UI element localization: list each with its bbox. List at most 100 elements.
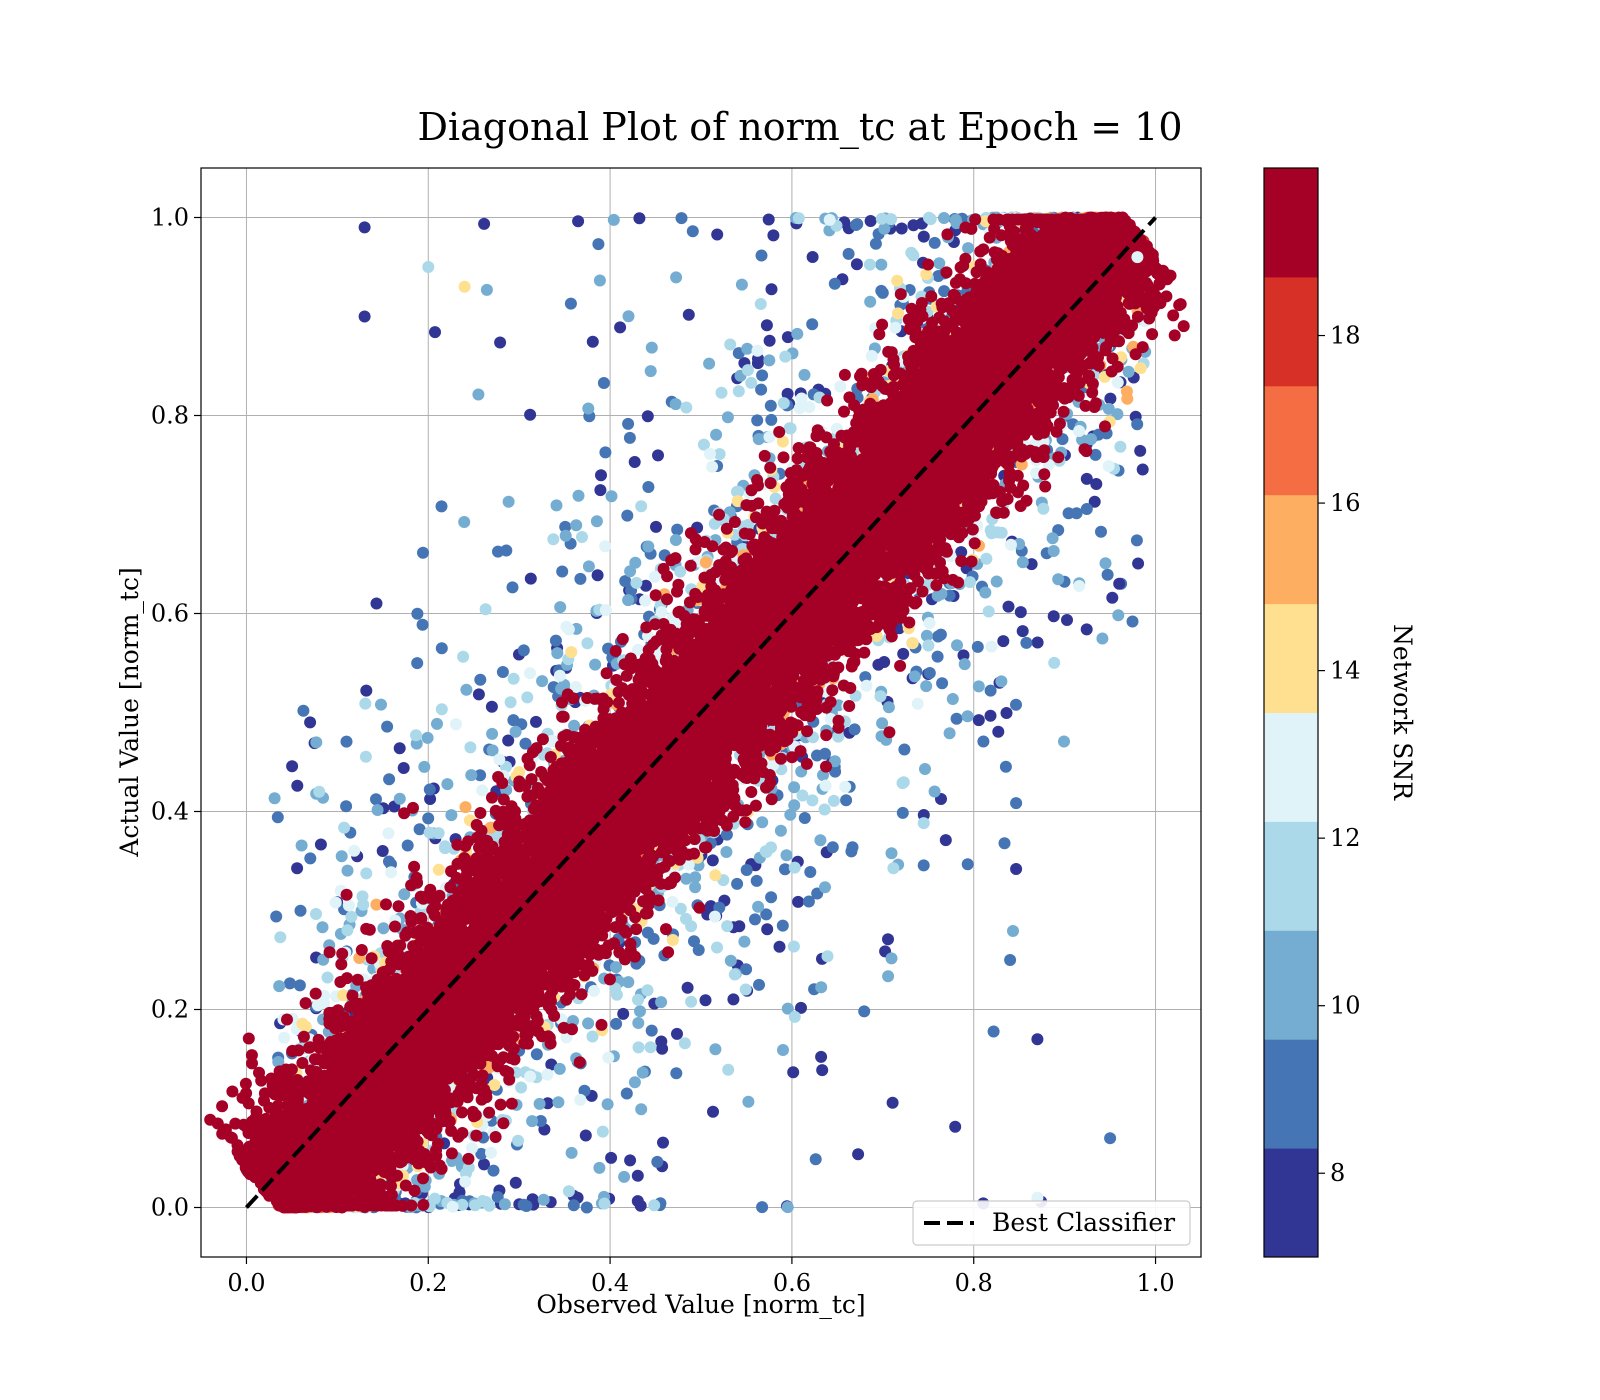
scatter-point xyxy=(689,881,702,894)
scatter-point xyxy=(635,500,648,513)
scatter-point xyxy=(742,1095,755,1108)
scatter-point xyxy=(892,307,904,320)
scatter-point xyxy=(1037,502,1050,515)
scatter-point xyxy=(745,376,758,389)
scatter-point xyxy=(781,1002,794,1015)
scatter-point xyxy=(450,718,462,731)
scatter-point xyxy=(763,354,776,367)
scatter-point xyxy=(581,637,594,650)
scatter-point xyxy=(411,607,424,620)
scatter-point xyxy=(1121,392,1134,405)
scatter-point xyxy=(559,520,572,533)
scatter-point xyxy=(628,1076,641,1089)
scatter-point xyxy=(1007,925,1019,937)
scatter-point xyxy=(601,1098,614,1111)
scatter-point xyxy=(278,1031,291,1044)
scatter-point xyxy=(621,509,634,522)
scatter-point xyxy=(776,919,789,932)
scatter-point xyxy=(946,693,959,705)
scatter-point xyxy=(860,679,873,692)
scatter-point xyxy=(517,1198,530,1211)
scatter-point xyxy=(614,321,627,334)
scatter-point xyxy=(370,793,382,806)
scatter-point xyxy=(622,417,635,430)
scatter-point xyxy=(335,850,348,863)
scatter-point xyxy=(713,901,726,914)
scatter-point xyxy=(685,995,698,1008)
scatter-point xyxy=(639,594,652,607)
scatter-point xyxy=(268,792,281,805)
scatter-point xyxy=(524,1070,537,1083)
scatter-point xyxy=(572,215,585,228)
scatter-point xyxy=(765,841,777,854)
scatter-point xyxy=(987,1025,1000,1038)
scatter-point xyxy=(958,658,971,671)
scatter-point xyxy=(922,639,935,652)
scatter-point xyxy=(537,1193,550,1206)
scatter-point xyxy=(295,839,308,852)
scatter-point xyxy=(819,881,831,894)
scatter-point xyxy=(840,794,853,807)
scatter-point xyxy=(699,556,712,569)
scatter-point xyxy=(1016,556,1029,569)
scatter-point xyxy=(1080,623,1093,636)
scatter-point xyxy=(274,931,287,944)
scatter-point xyxy=(417,546,429,559)
scatter-point xyxy=(1016,625,1029,638)
scatter-point xyxy=(827,794,840,807)
scatter-point xyxy=(852,1148,865,1161)
scatter-point xyxy=(750,874,763,887)
scatter-point xyxy=(657,1136,669,1149)
scatter-point xyxy=(982,605,995,618)
scatter-point xyxy=(310,908,322,920)
scatter-point xyxy=(445,809,458,822)
scatter-point xyxy=(582,402,595,415)
scatter-point xyxy=(610,988,623,1001)
scatter-point xyxy=(751,344,764,357)
scatter-point xyxy=(917,230,930,243)
scatter-point xyxy=(692,944,705,956)
scatter-point xyxy=(342,899,355,912)
scatter-point xyxy=(731,877,744,890)
scatter-point xyxy=(815,981,828,994)
scatter-point xyxy=(479,603,492,616)
scatter-point xyxy=(515,1081,528,1094)
scatter-point xyxy=(985,640,998,653)
scatter-point xyxy=(631,1195,644,1208)
scatter-point xyxy=(551,647,564,660)
scatter-point xyxy=(360,867,373,880)
scatter-point xyxy=(340,800,353,813)
scatter-point xyxy=(740,963,753,976)
scatter-point xyxy=(765,413,778,426)
scatter-point xyxy=(385,866,398,879)
scatter-point xyxy=(720,846,733,858)
scatter-point xyxy=(751,357,764,370)
scatter-point xyxy=(760,319,773,332)
scatter-point xyxy=(459,1175,472,1188)
scatter-point xyxy=(891,274,904,287)
scatter-point xyxy=(480,1196,493,1208)
scatter-point xyxy=(270,910,283,923)
scatter-point xyxy=(639,579,652,592)
scatter-point xyxy=(711,228,724,241)
scatter-point xyxy=(472,388,485,401)
scatter-point xyxy=(760,908,773,921)
scatter-point xyxy=(345,910,358,923)
scatter-point xyxy=(413,823,426,836)
scatter-point xyxy=(595,469,607,482)
scatter-point xyxy=(751,414,764,427)
scatter-points xyxy=(204,211,1190,1214)
scatter-point xyxy=(594,484,607,497)
scatter-point xyxy=(802,895,815,908)
scatter-point xyxy=(949,1120,962,1133)
scatter-point xyxy=(882,701,895,714)
scatter-point xyxy=(896,806,909,819)
scatter-point xyxy=(464,741,477,754)
scatter-point xyxy=(727,993,740,1006)
scatter-point xyxy=(882,970,895,983)
scatter-point xyxy=(971,640,984,653)
scatter-point xyxy=(938,285,951,298)
scatter-point xyxy=(869,237,882,250)
scatter-point xyxy=(792,895,805,908)
scatter-point xyxy=(416,618,429,631)
